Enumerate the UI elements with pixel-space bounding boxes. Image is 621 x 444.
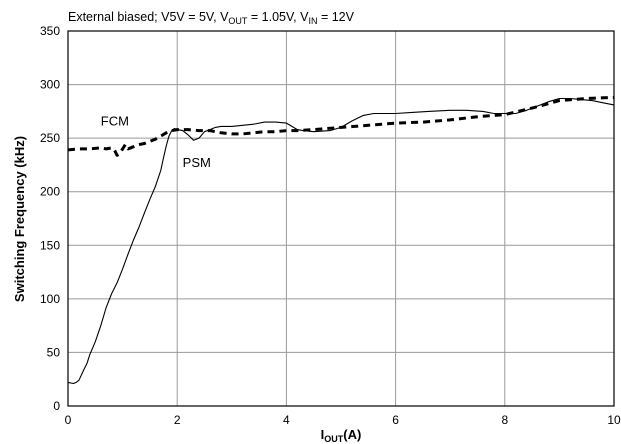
x-tick-label: 6 xyxy=(392,413,399,427)
annotation-psm: PSM xyxy=(183,155,211,170)
x-tick-label: 8 xyxy=(501,413,508,427)
y-tick-label: 150 xyxy=(40,238,60,252)
x-tick-label: 0 xyxy=(65,413,72,427)
psm-series-line xyxy=(67,97,615,385)
y-tick-label: 0 xyxy=(53,399,60,413)
x-axis-label: IOUT(A) xyxy=(321,427,362,444)
x-tick-label: 10 xyxy=(607,413,621,427)
title-suffix: = 12V xyxy=(317,10,354,24)
grid-lines xyxy=(68,31,614,406)
title-prefix: External biased; V5V = 5V, V xyxy=(68,10,229,24)
series-lines xyxy=(67,95,615,385)
x-label-sub: OUT xyxy=(324,434,344,444)
annotation-fcm: FCM xyxy=(101,113,129,128)
chart-title: External biased; V5V = 5V, VOUT = 1.05V,… xyxy=(68,10,355,26)
x-label-suffix: (A) xyxy=(343,427,361,442)
x-tick-label: 2 xyxy=(174,413,181,427)
y-tick-label: 300 xyxy=(40,78,60,92)
title-mid: = 1.05V, V xyxy=(247,10,309,24)
title-sub-in: IN xyxy=(308,16,317,26)
y-tick-label: 50 xyxy=(47,345,61,359)
y-axis-label: Switching Frequency (kHz) xyxy=(12,136,27,302)
x-label-main: I xyxy=(321,427,325,442)
fcm-series-line xyxy=(67,95,615,157)
y-tick-label: 200 xyxy=(40,185,60,199)
y-tick-label: 250 xyxy=(40,131,60,145)
title-sub-out: OUT xyxy=(228,16,248,26)
plot-frame xyxy=(67,30,615,407)
y-tick-label: 350 xyxy=(40,24,60,38)
annotations: FCM PSM xyxy=(101,113,211,170)
x-tick-label: 4 xyxy=(283,413,290,427)
x-tick-labels: 0 2 4 6 8 10 xyxy=(65,413,621,427)
y-tick-label: 100 xyxy=(40,292,60,306)
y-tick-labels: 0 50 100 150 200 250 300 350 xyxy=(40,24,60,413)
